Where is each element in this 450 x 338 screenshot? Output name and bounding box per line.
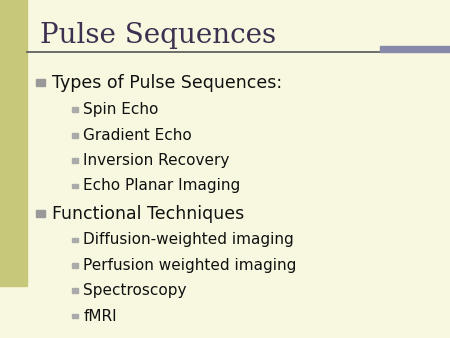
Bar bbox=[72, 158, 78, 163]
Text: Pulse Sequences: Pulse Sequences bbox=[40, 22, 277, 49]
Bar bbox=[72, 184, 78, 188]
Text: fMRI: fMRI bbox=[83, 309, 117, 323]
Text: Types of Pulse Sequences:: Types of Pulse Sequences: bbox=[52, 74, 282, 92]
Bar bbox=[380, 46, 450, 52]
Bar bbox=[0, 0, 27, 286]
Text: Inversion Recovery: Inversion Recovery bbox=[83, 153, 230, 168]
Bar bbox=[72, 314, 78, 318]
Text: Spin Echo: Spin Echo bbox=[83, 102, 158, 117]
Bar bbox=[72, 238, 78, 242]
Text: Echo Planar Imaging: Echo Planar Imaging bbox=[83, 178, 240, 193]
Bar bbox=[72, 263, 78, 268]
Text: Spectroscopy: Spectroscopy bbox=[83, 283, 187, 298]
Text: Gradient Echo: Gradient Echo bbox=[83, 128, 192, 143]
Text: Functional Techniques: Functional Techniques bbox=[52, 204, 244, 223]
Text: Perfusion weighted imaging: Perfusion weighted imaging bbox=[83, 258, 297, 273]
Bar bbox=[36, 210, 45, 217]
Bar bbox=[72, 288, 78, 293]
Bar bbox=[36, 79, 45, 86]
Bar bbox=[72, 107, 78, 112]
Text: Diffusion-weighted imaging: Diffusion-weighted imaging bbox=[83, 233, 294, 247]
Bar bbox=[72, 133, 78, 138]
